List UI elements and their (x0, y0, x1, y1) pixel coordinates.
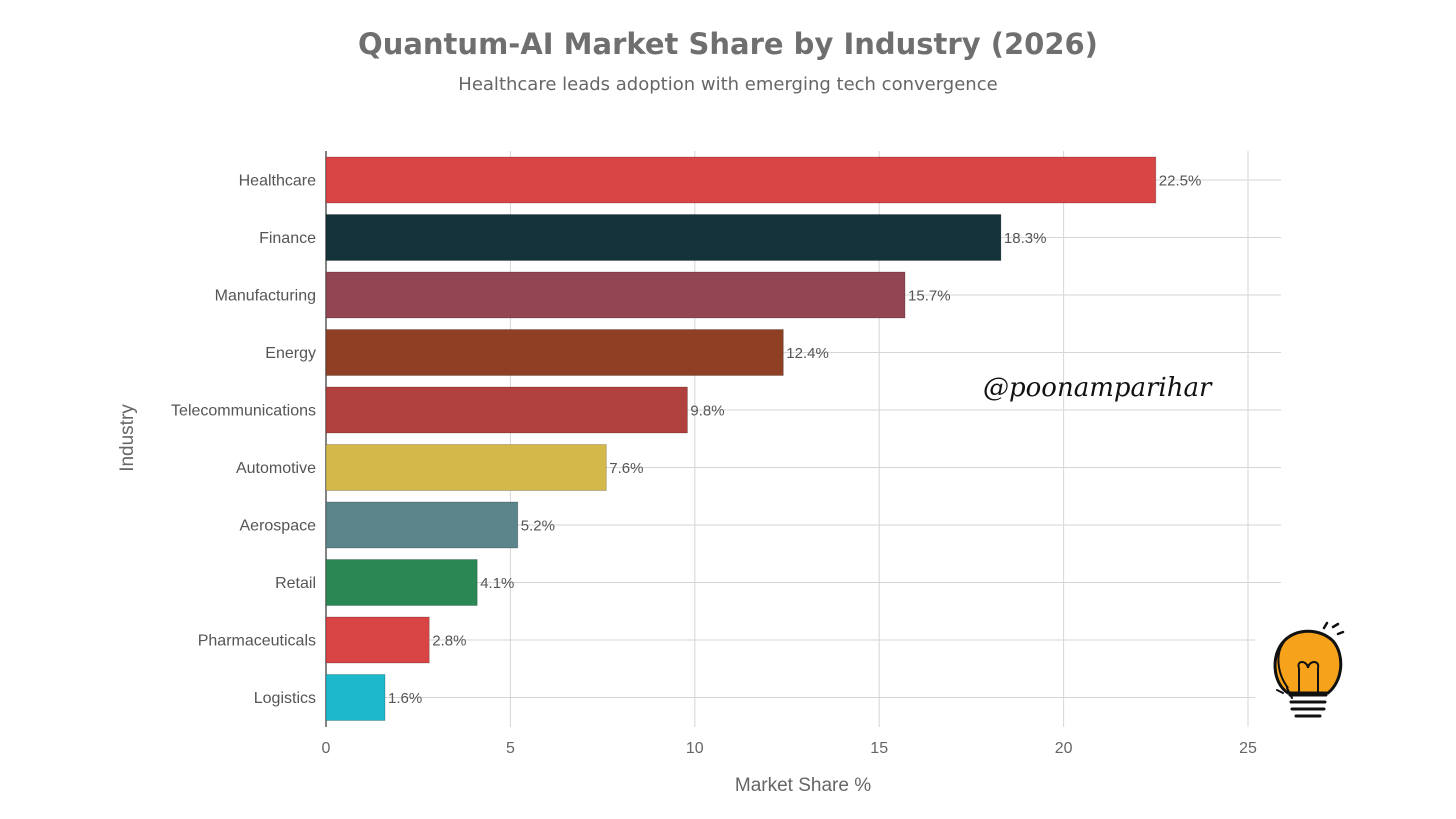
bar-aerospace (325, 501, 519, 549)
category-label: Automotive (236, 460, 316, 477)
lightbulb-icon (1273, 621, 1345, 718)
value-label: 4.1% (480, 575, 514, 592)
value-label: 15.7% (908, 288, 951, 305)
chart-title: Quantum-AI Market Share by Industry (202… (358, 27, 1098, 61)
x-ticks: 0 5 10 15 20 25 (322, 740, 1257, 757)
chart-subtitle: Healthcare leads adoption with emerging … (458, 74, 997, 95)
category-label: Aerospace (240, 518, 317, 535)
x-tick-label: 20 (1055, 740, 1073, 757)
watermark-signature: @poonamparihar (983, 373, 1213, 403)
bar-logistics (325, 674, 386, 721)
x-tick-label: 15 (870, 740, 888, 757)
value-label: 2.8% (432, 633, 466, 650)
bar-healthcare (325, 156, 1157, 204)
value-labels: 22.5% 18.3% 15.7% 12.4% 9.8% 7.6% 5.2% 4.1% 2.8%… (388, 173, 1201, 708)
category-label: Pharmaceuticals (198, 633, 316, 650)
value-label: 5.2% (521, 518, 555, 535)
x-tick-label: 0 (322, 740, 331, 757)
x-tick-label: 10 (686, 740, 704, 757)
category-label: Retail (275, 575, 316, 592)
bar-manufacturing (325, 271, 906, 319)
category-label: Energy (265, 345, 316, 362)
category-label: Logistics (254, 690, 316, 707)
bar-automotive (325, 444, 607, 491)
bar-energy (325, 329, 784, 376)
y-axis-label: Industry (117, 404, 138, 472)
value-label: 18.3% (1004, 230, 1047, 247)
x-tick-label: 5 (506, 740, 515, 757)
bar-telecommunications (325, 386, 688, 434)
category-label: Finance (259, 230, 316, 247)
bar-pharmaceuticals (325, 616, 430, 664)
bar-finance (325, 214, 1002, 261)
bars (325, 156, 1157, 721)
category-labels: Healthcare Finance Manufacturing Energy Tele… (171, 173, 316, 708)
x-axis-label: Market Share % (735, 775, 871, 796)
bar-retail (325, 559, 478, 606)
value-label: 1.6% (388, 690, 422, 707)
category-label: Healthcare (239, 173, 316, 190)
value-label: 22.5% (1159, 173, 1202, 190)
x-tick-label: 25 (1239, 740, 1257, 757)
value-label: 9.8% (690, 403, 724, 420)
category-label: Telecommunications (171, 403, 316, 420)
value-label: 12.4% (786, 345, 829, 362)
category-label: Manufacturing (215, 288, 316, 305)
value-label: 7.6% (609, 460, 643, 477)
